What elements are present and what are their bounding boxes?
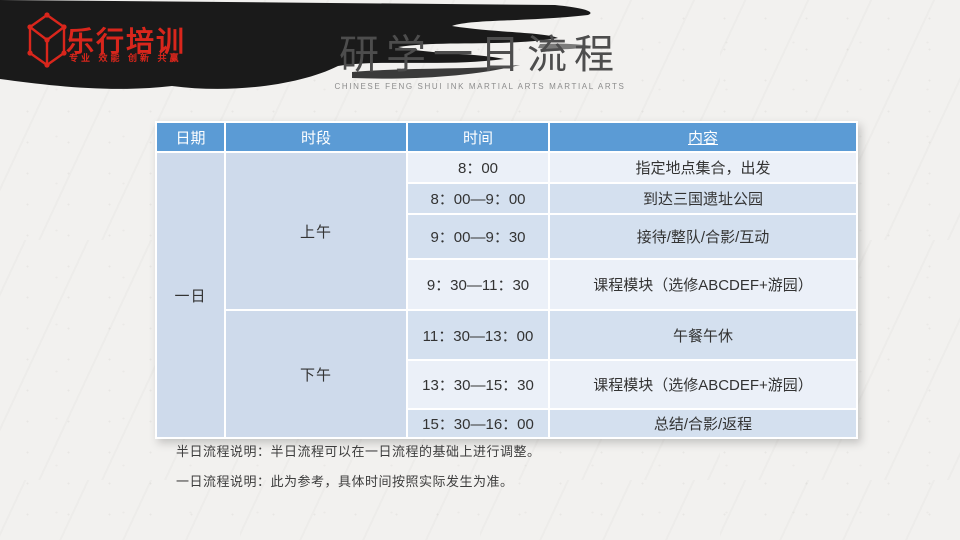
time-cell: 8：00—9：00: [408, 184, 548, 213]
page-subtitle: CHINESE FENG SHUI INK MARTIAL ARTS MARTI…: [334, 82, 626, 91]
time-cell: 13：30—15：30: [408, 361, 548, 408]
content-cell: 课程模块（选修ABCDEF+游园）: [550, 260, 856, 309]
schedule-row: 8：00—9：00 到达三国遗址公园: [157, 184, 856, 213]
ink-brush-stroke: [0, 0, 592, 89]
schedule-row: 15：30—16：00 总结/合影/返程: [157, 410, 856, 437]
content-cell: 课程模块（选修ABCDEF+游园）: [550, 361, 856, 408]
content-cell: 接待/整队/合影/互动: [550, 215, 856, 258]
col-header-content: 内容: [550, 123, 856, 151]
col-header-time: 时间: [408, 123, 548, 151]
content-cell: 到达三国遗址公园: [550, 184, 856, 213]
schedule-row: 9：00—9：30 接待/整队/合影/互动: [157, 215, 856, 258]
time-cell: 9：30—11：30: [408, 260, 548, 309]
content-cell: 指定地点集合，出发: [550, 153, 856, 182]
time-cell: 8：00: [408, 153, 548, 182]
schedule-row: 下午 11：30—13：00 午餐午休: [157, 311, 856, 437]
table-header-row: 日期 时段 时间 内容: [157, 123, 856, 151]
period-cell-afternoon: 下午: [226, 311, 406, 437]
col-header-period: 时段: [226, 123, 406, 151]
time-cell: 15：30—16：00: [408, 410, 548, 437]
col-header-date: 日期: [157, 123, 224, 151]
notes: 半日流程说明：半日流程可以在一日流程的基础上进行调整。 一日流程说明：此为参考，…: [176, 441, 541, 501]
period-cell-morning: 上午: [226, 153, 406, 309]
schedule-row: 9：30—11：30 课程模块（选修ABCDEF+游园）: [157, 260, 856, 309]
content-cell: 午餐午休: [550, 311, 856, 359]
page-title: 研学一日流程: [339, 32, 621, 77]
note-full-day: 一日流程说明：此为参考，具体时间按照实际发生为准。: [176, 474, 514, 489]
content-cell: 总结/合影/返程: [550, 410, 856, 437]
date-cell: 一日: [157, 153, 224, 437]
time-cell: 11：30—13：00: [408, 311, 548, 359]
time-cell: 9：00—9：30: [408, 215, 548, 258]
note-half-day: 半日流程说明：半日流程可以在一日流程的基础上进行调整。: [176, 444, 541, 459]
brand-tagline: 专业 效能 创新 共赢: [69, 53, 182, 63]
logo-cube-icon: [27, 12, 67, 68]
schedule-row: 一日 上午 8：00 指定地点集合，出发: [157, 153, 856, 437]
schedule-table: 日期 时段 时间 内容 一日 上午 8：00 指定地点集合，出发 8：00—9：…: [155, 121, 858, 439]
schedule-row: 13：30—15：30 课程模块（选修ABCDEF+游园）: [157, 361, 856, 408]
brand-name: 乐行培训: [66, 26, 187, 57]
